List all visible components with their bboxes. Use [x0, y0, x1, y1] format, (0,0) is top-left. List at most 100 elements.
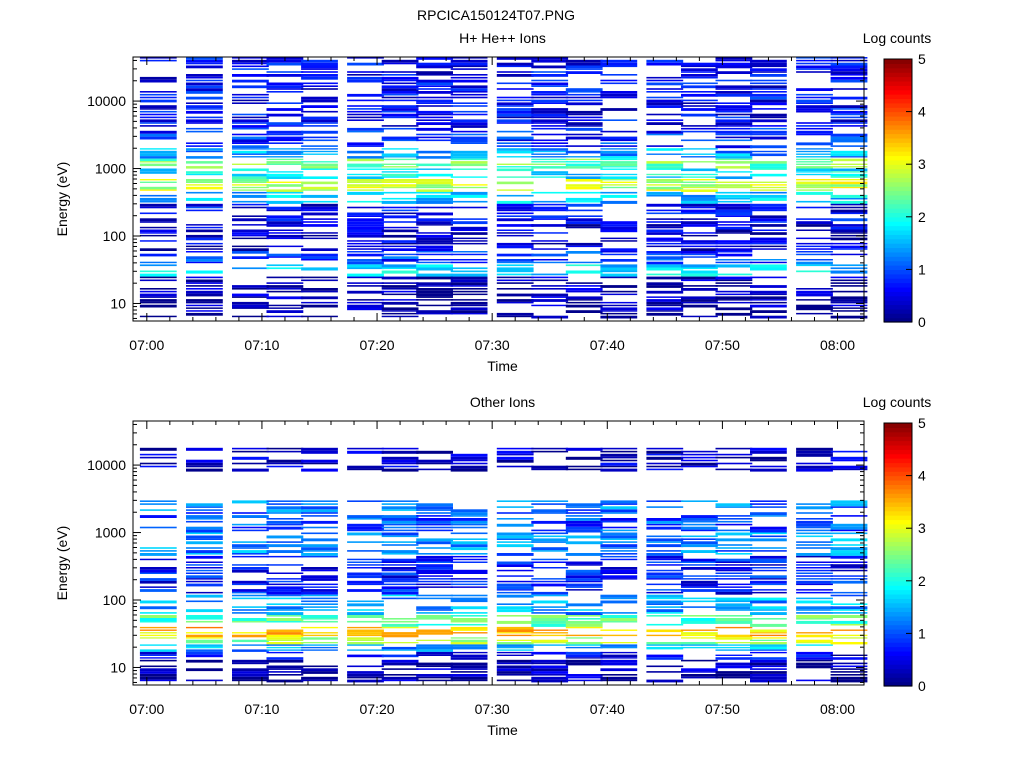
- heatmap-cell: [531, 558, 569, 561]
- heatmap-cell: [416, 526, 453, 529]
- heatmap-cell: [715, 240, 753, 243]
- heatmap-cell: [232, 245, 269, 248]
- heatmap-cell: [796, 93, 833, 96]
- heatmap-cell: [750, 506, 787, 508]
- heatmap-cell: [266, 639, 304, 641]
- heatmap-cell: [416, 520, 453, 524]
- heatmap-cell: [266, 512, 304, 514]
- heatmap-cell: [715, 503, 753, 507]
- heatmap-cell: [381, 242, 419, 245]
- heatmap-cell: [600, 518, 638, 521]
- heatmap-cell: [830, 654, 868, 656]
- heatmap-cell: [600, 191, 638, 194]
- heatmap-cell: [416, 264, 453, 268]
- heatmap-cell: [266, 191, 304, 194]
- heatmap-cell: [301, 65, 338, 69]
- heatmap-cell: [496, 122, 534, 124]
- heatmap-cell: [381, 267, 419, 270]
- heatmap-cell: [496, 634, 534, 637]
- x-axis-label: Time: [487, 722, 518, 738]
- heatmap-cell: [646, 285, 684, 288]
- heatmap-cell: [750, 125, 787, 127]
- heatmap-cell: [681, 181, 718, 183]
- heatmap-cell: [416, 206, 453, 209]
- heatmap-cell: [416, 200, 453, 204]
- heatmap-cell: [681, 273, 718, 277]
- heatmap-cell: [381, 307, 419, 311]
- heatmap-cell: [830, 209, 868, 213]
- heatmap-cell: [715, 662, 753, 666]
- heatmap-cell: [531, 240, 569, 242]
- heatmap-cell: [381, 253, 419, 256]
- panel-title: Other Ions: [470, 394, 535, 410]
- heatmap-cell: [600, 651, 638, 654]
- heatmap-cell: [347, 301, 384, 304]
- heatmap-cell: [796, 583, 833, 586]
- heatmap-cell: [565, 110, 603, 114]
- heatmap-cell: [232, 133, 269, 136]
- heatmap-cell: [347, 264, 384, 268]
- heatmap-cell: [750, 68, 787, 72]
- heatmap-cell: [347, 665, 384, 668]
- heatmap-cell: [796, 572, 833, 574]
- heatmap-cell: [186, 156, 223, 159]
- heatmap-cell: [301, 200, 338, 203]
- heatmap-cell: [646, 256, 684, 259]
- heatmap-cell: [347, 145, 384, 147]
- heatmap-cell: [600, 285, 638, 288]
- heatmap-cell: [681, 232, 718, 234]
- heatmap-cell: [646, 133, 684, 136]
- colorbar-tick-label: 5: [918, 51, 926, 67]
- heatmap-cell: [232, 541, 269, 543]
- heatmap-cell: [531, 279, 569, 282]
- heatmap-cell: [450, 512, 488, 516]
- heatmap-cell: [232, 234, 269, 237]
- heatmap-cell: [450, 642, 488, 645]
- heatmap-cell: [496, 71, 534, 73]
- heatmap-cell: [681, 242, 718, 245]
- heatmap-cell: [830, 578, 868, 580]
- heatmap-cell: [531, 634, 569, 637]
- heatmap-cell: [646, 550, 684, 552]
- heatmap-cell: [600, 526, 638, 529]
- heatmap-cell: [646, 209, 684, 212]
- heatmap-cell: [186, 166, 223, 169]
- colorbar-segment: [884, 243, 912, 249]
- heatmap-cell: [715, 166, 753, 169]
- heatmap-cell: [565, 133, 603, 136]
- heatmap-cell: [715, 583, 753, 586]
- heatmap-cell: [186, 620, 223, 623]
- colorbar-segment: [884, 124, 912, 130]
- heatmap-cell: [715, 194, 753, 198]
- heatmap-cell: [531, 261, 569, 264]
- heatmap-cell: [266, 578, 304, 580]
- heatmap-cell: [531, 561, 569, 563]
- heatmap-cell: [186, 618, 223, 620]
- heatmap-cell: [301, 634, 338, 637]
- heatmap-cell: [232, 674, 269, 677]
- heatmap-cell: [830, 88, 868, 90]
- heatmap-cell: [416, 248, 453, 251]
- heatmap-cell: [266, 125, 304, 127]
- heatmap-cell: [681, 541, 718, 545]
- heatmap-cell: [381, 197, 419, 200]
- heatmap-cell: [715, 312, 753, 316]
- heatmap-cell: [565, 657, 603, 659]
- heatmap-cell: [301, 503, 338, 505]
- heatmap-cell: [450, 270, 488, 273]
- heatmap-cell: [186, 567, 223, 569]
- heatmap-cell: [381, 520, 419, 524]
- heatmap-cell: [232, 184, 269, 186]
- heatmap-cell: [565, 122, 603, 125]
- heatmap-cell: [301, 447, 338, 451]
- heatmap-cell: [450, 561, 488, 563]
- heatmap-cell: [496, 163, 534, 165]
- heatmap-cell: [715, 518, 753, 520]
- heatmap-cell: [646, 145, 684, 147]
- heatmap-cell: [450, 226, 488, 230]
- heatmap-cell: [796, 125, 833, 127]
- colorbar-segment: [884, 317, 912, 323]
- heatmap-cell: [139, 547, 177, 549]
- heatmap-cell: [830, 315, 868, 319]
- heatmap-cell: [715, 649, 753, 651]
